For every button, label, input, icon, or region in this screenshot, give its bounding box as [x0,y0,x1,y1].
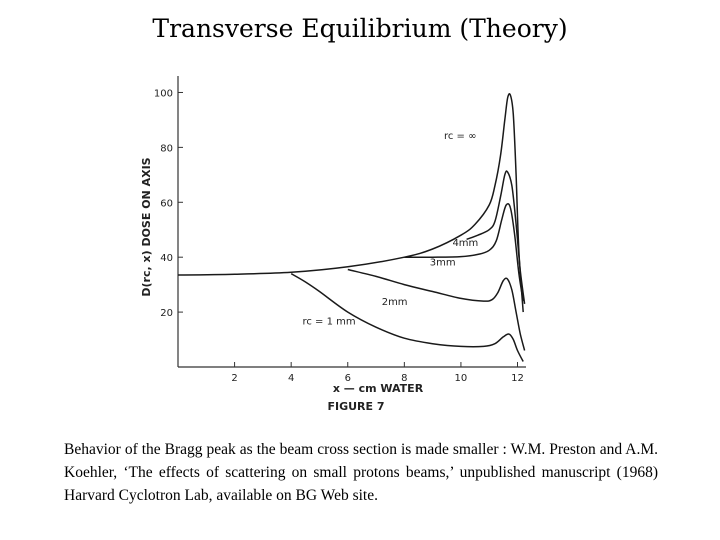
chart-series-labels: rc = ∞ 4mm 3mm 2mm rc = 1 mm [302,131,478,327]
chart-ticks: 2 4 6 8 10 12 20 40 60 80 100 [154,88,524,384]
series-line [177,93,524,313]
series-label: rc = ∞ [444,131,476,142]
y-tick-label: 100 [154,88,173,99]
x-tick-label: 2 [231,373,237,384]
series-line [347,268,526,351]
figure-title: FIGURE 7 [327,400,384,413]
chart-curves [177,93,526,362]
y-tick-label: 60 [160,198,173,209]
x-tick-label: 8 [401,373,407,384]
series-label: 3mm [430,257,456,268]
x-axis-label: x — cm WATER [333,382,424,395]
chart-axes [177,76,526,368]
x-tick-label: 10 [455,373,468,384]
figure-caption: Behavior of the Bragg peak as the beam c… [64,441,658,504]
series-line [466,170,526,304]
x-tick-label: 4 [288,373,294,384]
series-label: rc = 1 mm [302,316,355,327]
y-axis-label: D(rc, x) DOSE ON AXIS [140,157,153,296]
y-tick-label: 20 [160,308,173,319]
slide-title: Transverse Equilibrium (Theory) [152,14,568,43]
series-line [404,203,524,302]
y-tick-label: 40 [160,253,173,264]
series-label: 2mm [382,297,408,308]
series-line [290,273,524,362]
series-label: 4mm [452,238,478,249]
x-tick-label: 6 [345,373,351,384]
x-tick-label: 12 [511,373,524,384]
y-tick-label: 80 [160,143,173,154]
